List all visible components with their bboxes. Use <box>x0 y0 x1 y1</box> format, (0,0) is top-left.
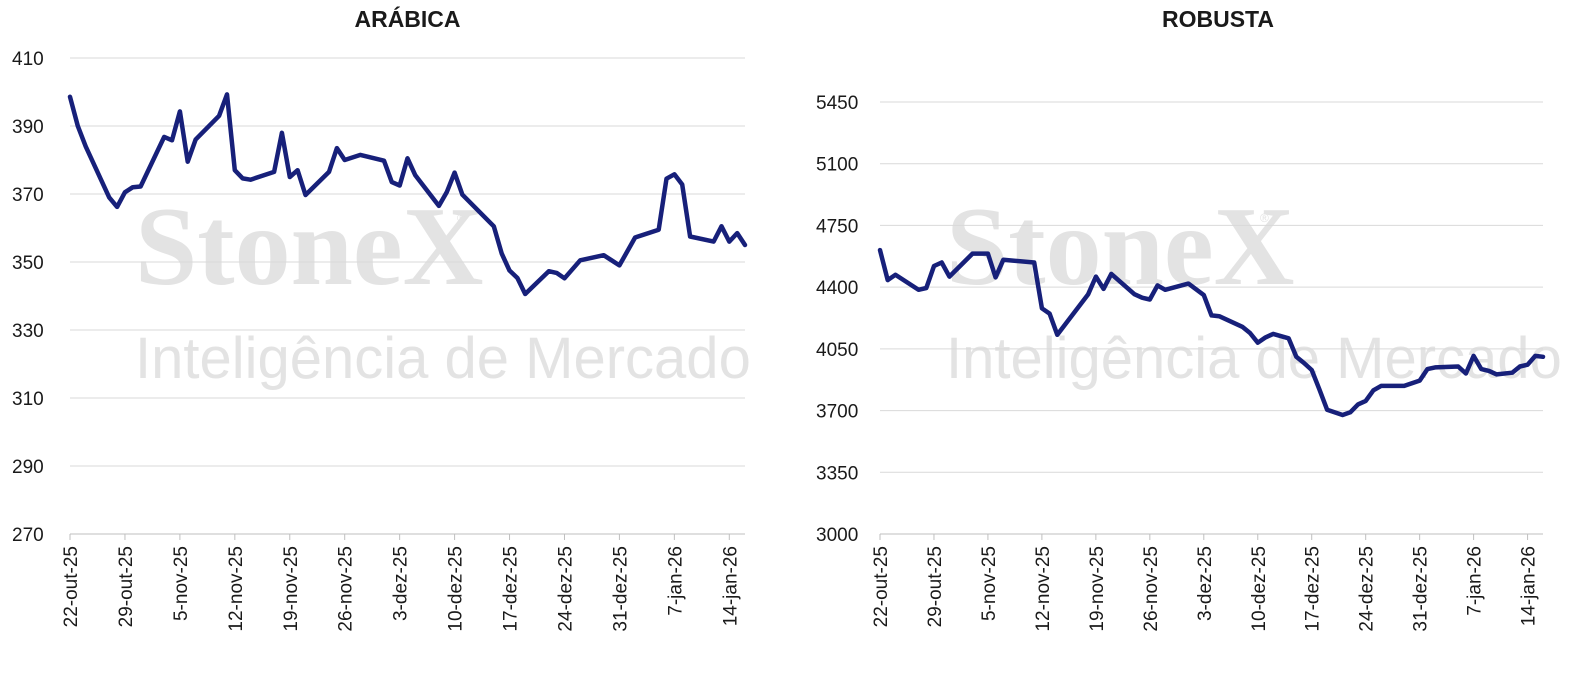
arabica-chart-panel: ARÁBICA StoneX ® Inteligência de Mercado… <box>0 0 790 681</box>
y-tick-label: 270 <box>12 525 44 546</box>
x-tick-label: 22-out-25 <box>61 546 82 627</box>
watermark-brand: StoneX <box>946 185 1294 309</box>
robusta-chart-panel: ROBUSTA StoneX ® Inteligência de Mercado… <box>810 0 1595 681</box>
x-tick-label: 10-dez-25 <box>446 546 467 632</box>
y-tick-label: 330 <box>12 321 44 342</box>
y-tick-label: 3000 <box>816 525 858 546</box>
x-tick-label: 24-dez-25 <box>555 546 576 632</box>
watermark-registered-mark: ® <box>457 211 466 225</box>
x-tick-label: 5-nov-25 <box>171 546 192 621</box>
y-tick-label: 350 <box>12 253 44 274</box>
y-tick-label: 410 <box>12 49 44 70</box>
x-tick-label: 31-dez-25 <box>610 546 631 632</box>
watermark-subtitle: Inteligência de Mercado <box>135 326 751 391</box>
arabica-chart-title: ARÁBICA <box>354 6 461 32</box>
y-tick-label: 5450 <box>816 93 858 114</box>
x-tick-label: 14-jan-26 <box>1519 546 1540 626</box>
arabica-chart-svg: StoneX ® Inteligência de Mercado 270 290 3… <box>12 49 751 632</box>
x-tick-label: 22-out-25 <box>871 546 892 627</box>
x-tick-label: 17-dez-25 <box>501 546 522 632</box>
x-tick-label: 31-dez-25 <box>1411 546 1432 632</box>
watermark-registered-mark: ® <box>1260 211 1269 225</box>
x-tick-label: 29-out-25 <box>925 546 946 627</box>
x-tick-label: 3-dez-25 <box>1195 546 1216 621</box>
x-tick-label: 17-dez-25 <box>1303 546 1324 632</box>
x-tick-label: 12-nov-25 <box>226 546 247 632</box>
y-tick-label: 310 <box>12 389 44 410</box>
x-tick-label: 14-jan-26 <box>720 546 741 626</box>
x-tick-label: 7-jan-26 <box>1465 546 1486 616</box>
y-tick-label: 4750 <box>816 216 858 237</box>
x-tick-label: 3-dez-25 <box>391 546 412 621</box>
robusta-chart-svg: StoneX ® Inteligência de Mercado 3000335… <box>816 93 1562 632</box>
x-tick-label: 12-nov-25 <box>1033 546 1054 632</box>
y-tick-label: 4400 <box>816 278 858 299</box>
y-tick-label: 370 <box>12 185 44 206</box>
x-tick-label: 10-dez-25 <box>1249 546 1270 632</box>
y-tick-label: 390 <box>12 117 44 138</box>
x-tick-label: 26-nov-25 <box>336 546 357 632</box>
y-tick-label: 5100 <box>816 155 858 176</box>
y-tick-label: 3700 <box>816 402 858 423</box>
x-tick-label: 7-jan-26 <box>665 546 686 616</box>
x-tick-label: 5-nov-25 <box>979 546 1000 621</box>
y-tick-label: 4050 <box>816 340 858 361</box>
y-tick-label: 3350 <box>816 463 858 484</box>
x-tick-label: 19-nov-25 <box>1087 546 1108 632</box>
series-line <box>877 247 1546 418</box>
watermark-brand: StoneX <box>135 185 483 309</box>
watermark: StoneX ® Inteligência de Mercado <box>135 185 751 391</box>
robusta-chart-title: ROBUSTA <box>1161 6 1274 32</box>
x-tick-label: 26-nov-25 <box>1141 546 1162 632</box>
x-tick-label: 29-out-25 <box>116 546 137 627</box>
x-tick-label: 19-nov-25 <box>281 546 302 632</box>
x-tick-label: 24-dez-25 <box>1357 546 1378 632</box>
y-tick-label: 290 <box>12 457 44 478</box>
series-line <box>67 92 748 297</box>
